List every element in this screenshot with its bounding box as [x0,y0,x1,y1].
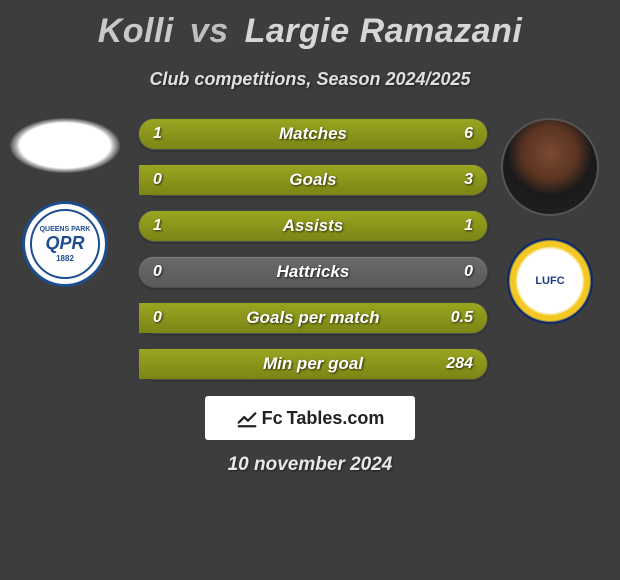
brand-badge: FcTables.com [205,396,415,440]
player1-name: Kolli [98,12,174,50]
crest-text: LUFC [535,275,564,287]
stat-value-right: 3 [464,171,473,189]
stat-value-left: 1 [153,125,162,143]
player1-avatar [10,118,120,173]
chart-icon [236,407,258,429]
date-text: 10 november 2024 [0,454,620,476]
stat-label: Goals [289,170,336,190]
stat-label: Goals per match [246,308,379,328]
comparison-title: Kolli vs Largie Ramazani [0,0,620,51]
crest-text: QUEENS PARK [40,226,91,233]
brand-prefix: Fc [262,408,283,429]
stat-label: Hattricks [277,262,350,282]
stat-value-left: 0 [153,171,162,189]
right-player-column: LUFC [490,118,610,324]
stat-label: Assists [283,216,343,236]
subtitle: Club competitions, Season 2024/2025 [0,69,620,90]
stat-bar: Min per goal 284 [138,348,488,380]
player2-name: Largie Ramazani [245,12,523,50]
stat-bar: 1 Matches 6 [138,118,488,150]
vs-text: vs [190,12,229,50]
stat-value-right: 0 [464,263,473,281]
stat-value-right: 6 [464,125,473,143]
stat-value-right: 0.5 [451,309,473,327]
stat-label: Matches [279,124,347,144]
stat-bars: 1 Matches 6 0 Goals 3 1 Assists 1 0 Hattricks 0 0 Goa… [138,118,488,380]
stat-value-left: 0 [153,263,162,281]
player1-club-crest: QUEENS PARK QPR 1882 [22,201,108,287]
crest-text: QPR [45,233,84,254]
stat-value-left: 0 [153,309,162,327]
stat-bar: 0 Goals per match 0.5 [138,302,488,334]
bar-fill-left [139,119,188,149]
player2-club-crest: LUFC [507,238,593,324]
brand-suffix: Tables.com [287,408,385,429]
stat-bar: 0 Hattricks 0 [138,256,488,288]
stat-value-right: 1 [464,217,473,235]
comparison-content: QUEENS PARK QPR 1882 LUFC 1 Matches 6 0 Goal… [0,118,620,380]
stat-label: Min per goal [263,354,363,374]
stat-bar: 0 Goals 3 [138,164,488,196]
stat-value-left: 1 [153,217,162,235]
player2-avatar [501,118,599,216]
crest-text: 1882 [56,254,74,263]
stat-value-right: 284 [446,355,473,373]
stat-bar: 1 Assists 1 [138,210,488,242]
left-player-column: QUEENS PARK QPR 1882 [0,118,130,287]
